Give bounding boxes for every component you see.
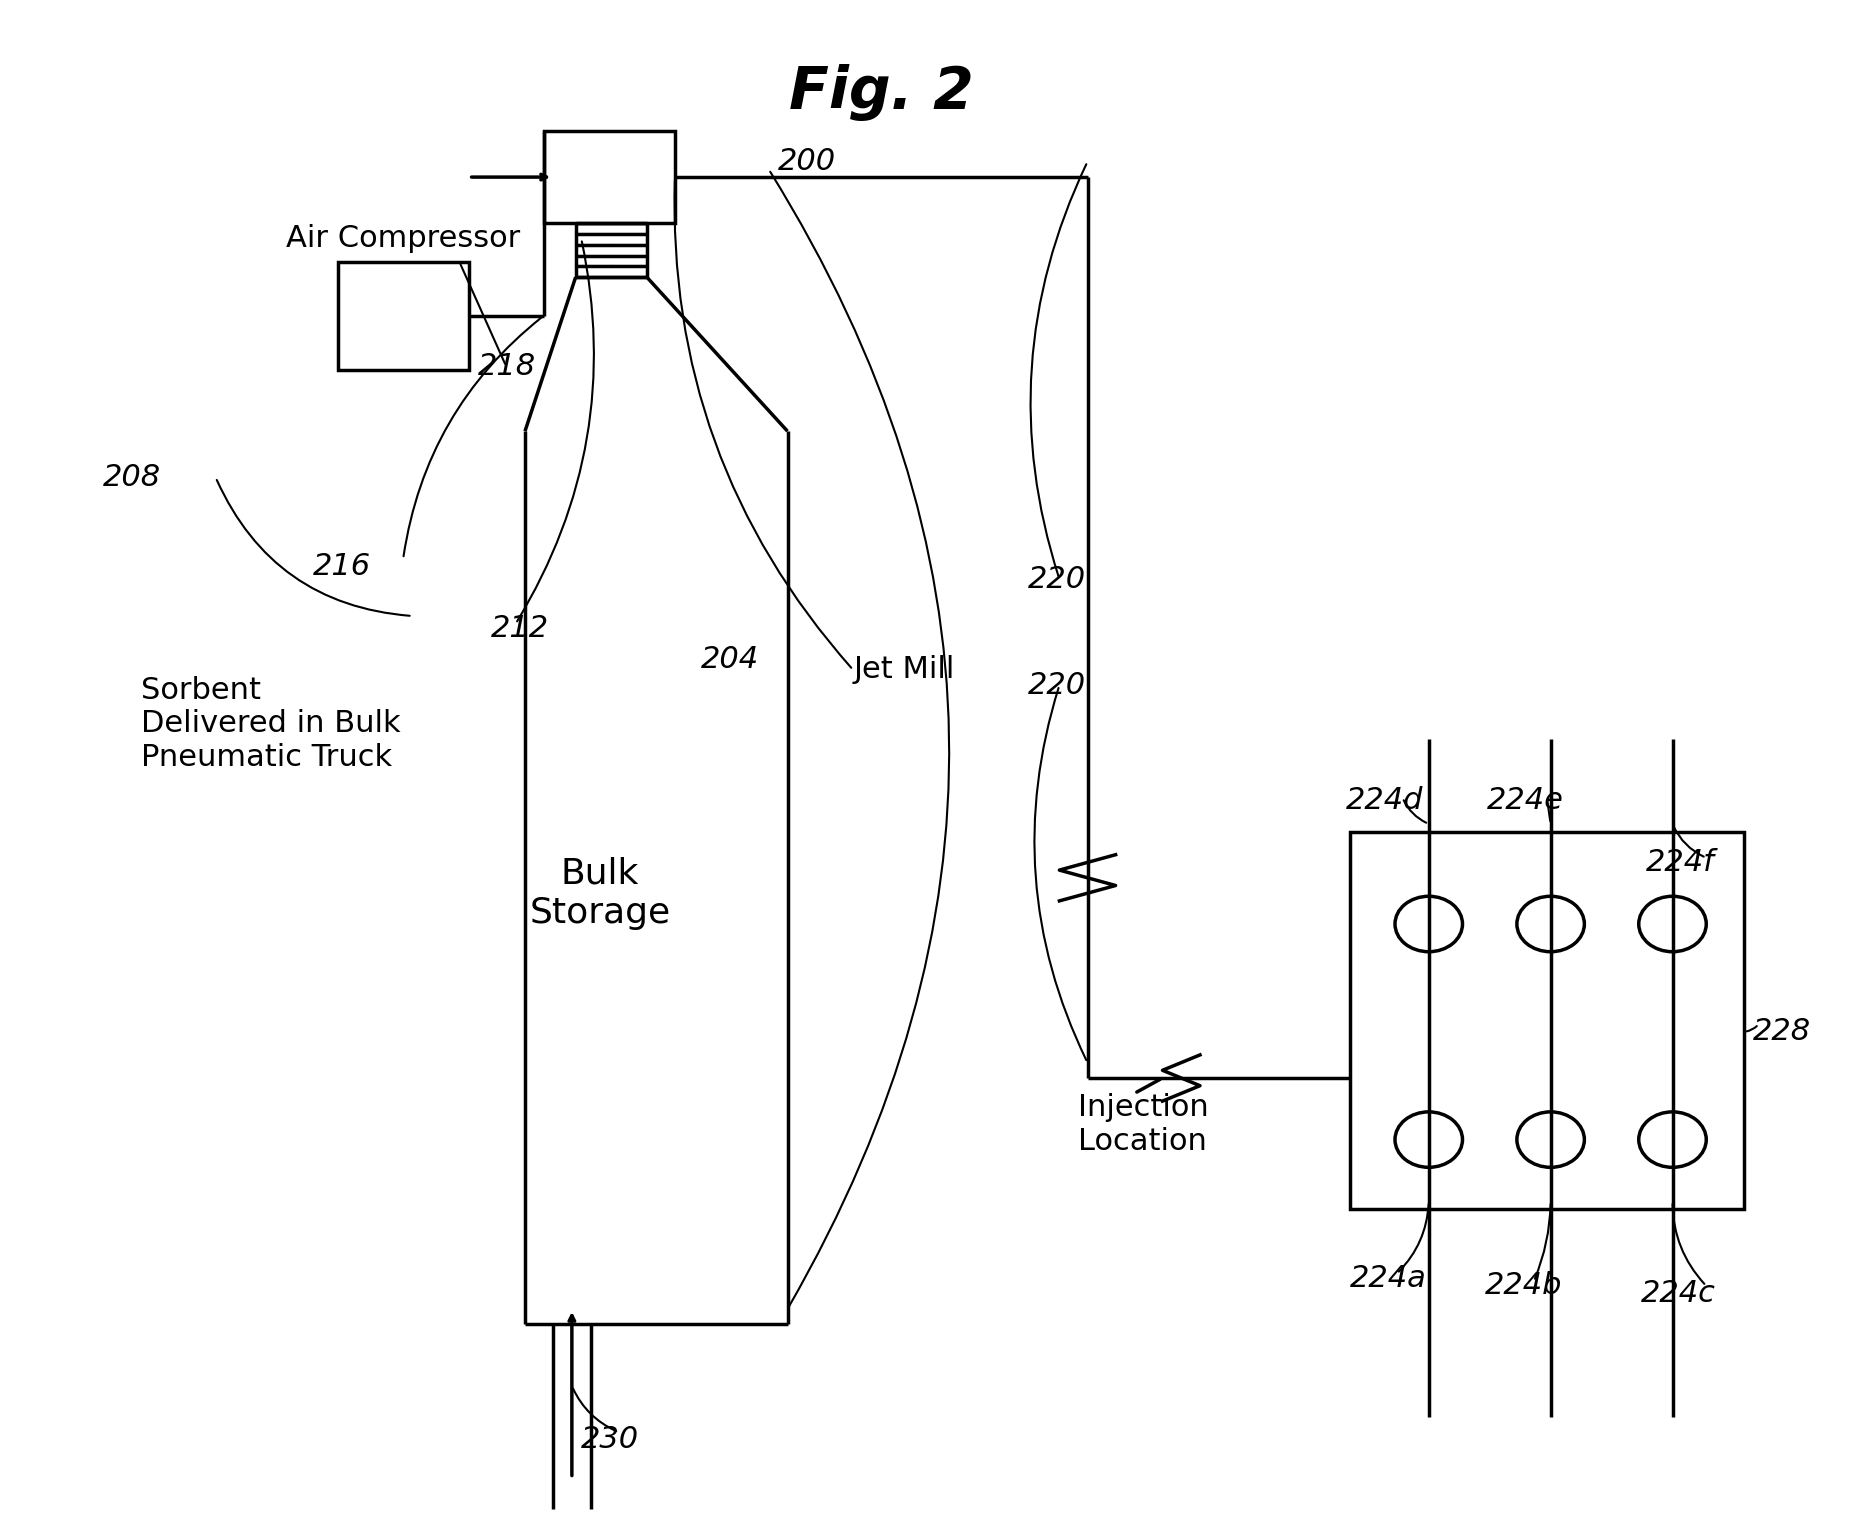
Text: 212: 212 — [491, 614, 549, 642]
Text: 200: 200 — [778, 148, 836, 176]
Circle shape — [1395, 896, 1462, 952]
Text: 224c: 224c — [1641, 1280, 1716, 1307]
Text: Injection
Location: Injection Location — [1078, 1093, 1209, 1155]
Text: Air Compressor: Air Compressor — [287, 225, 519, 253]
Text: 224d: 224d — [1346, 787, 1423, 815]
Text: 224e: 224e — [1487, 787, 1564, 815]
Bar — [1350, 832, 1744, 1209]
Circle shape — [1517, 1112, 1584, 1167]
Text: 230: 230 — [581, 1426, 639, 1454]
Bar — [338, 262, 469, 370]
Text: Jet Mill: Jet Mill — [853, 656, 954, 684]
Text: 224b: 224b — [1485, 1272, 1562, 1300]
Text: Fig. 2: Fig. 2 — [789, 63, 973, 122]
Circle shape — [1395, 1112, 1462, 1167]
Bar — [544, 131, 675, 223]
Bar — [576, 223, 647, 277]
Text: Sorbent
Delivered in Bulk
Pneumatic Truck: Sorbent Delivered in Bulk Pneumatic Truc… — [141, 676, 399, 772]
Text: 224f: 224f — [1646, 849, 1716, 876]
Text: 220: 220 — [1028, 671, 1086, 699]
Text: 216: 216 — [313, 553, 371, 581]
Text: Bulk
Storage: Bulk Storage — [529, 856, 671, 930]
Text: 228: 228 — [1753, 1018, 1811, 1046]
Text: 218: 218 — [478, 353, 536, 380]
Text: 224a: 224a — [1350, 1264, 1427, 1292]
Circle shape — [1639, 1112, 1706, 1167]
Text: 204: 204 — [701, 645, 759, 673]
Circle shape — [1517, 896, 1584, 952]
Text: 220: 220 — [1028, 565, 1086, 593]
Circle shape — [1639, 896, 1706, 952]
Text: 208: 208 — [103, 464, 161, 491]
